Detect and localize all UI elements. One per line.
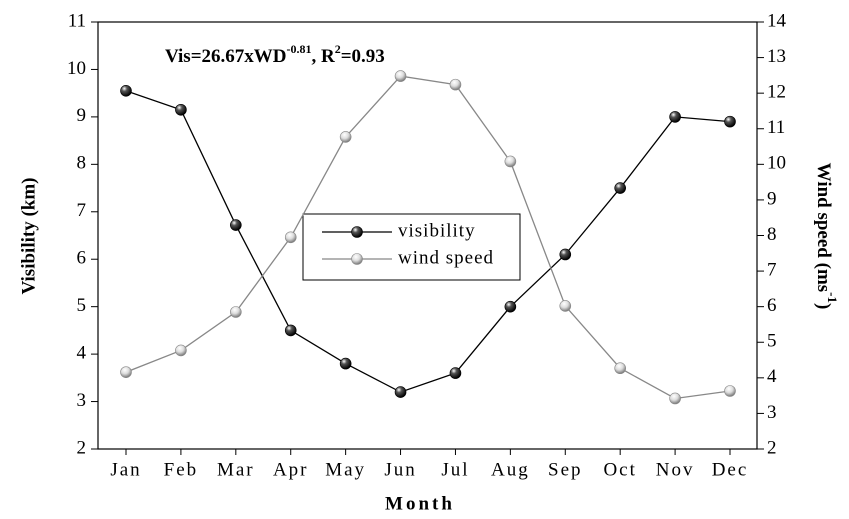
x-tick-label: Jun [384, 459, 416, 480]
x-tick-label: Mar [217, 459, 255, 480]
y2-axis-title: Wind speed (ms-1) [813, 163, 840, 310]
y2-title-text: Wind speed (ms [813, 163, 834, 293]
data-point [724, 115, 736, 128]
data-point [175, 103, 187, 116]
x-tick-label: Jul [441, 459, 469, 480]
annotation-sup: -0.81 [287, 42, 312, 56]
data-point [504, 300, 517, 313]
data-point [559, 248, 572, 261]
y2-tick-label: 5 [767, 331, 777, 352]
y-axis-title: Visibility (km) [18, 178, 39, 295]
x-tick-label: May [325, 459, 366, 480]
legend-marker [351, 226, 363, 238]
y2-tick-label: 7 [767, 259, 777, 280]
annotation-text: =0.93 [341, 46, 385, 67]
x-tick-label: Dec [712, 459, 749, 480]
y2-tick-label: 13 [767, 46, 786, 67]
y-tick-label: 11 [68, 10, 86, 31]
y-tick-label: 2 [77, 437, 87, 458]
series-line [125, 75, 731, 400]
y-tick-label: 7 [77, 200, 87, 221]
data-point [339, 357, 352, 370]
data-point [724, 385, 736, 397]
y-tick-label: 3 [77, 390, 87, 411]
y2-tick-label: 12 [767, 82, 786, 103]
data-point [504, 155, 517, 168]
data-point [120, 366, 132, 378]
x-tick-label: Oct [603, 459, 636, 480]
y-tick-label: 5 [77, 295, 87, 316]
data-point [449, 78, 462, 91]
y2-title-sup: -1 [825, 292, 840, 303]
y2-tick-label: 2 [767, 437, 777, 458]
x-tick-label: Feb [164, 459, 199, 480]
annotation-text: Vis=26.67xWD [165, 46, 287, 67]
y-tick-label: 10 [67, 58, 86, 79]
data-point [120, 84, 132, 97]
annotation: Vis=26.67xWD-0.81, R2=0.93 [165, 42, 385, 68]
data-point [449, 367, 462, 379]
y2-tick-label: 9 [767, 188, 777, 209]
data-point [614, 362, 626, 375]
y2-tick-label: 10 [767, 153, 786, 174]
x-tick-label: Aug [491, 459, 530, 480]
legend-label: wind speed [398, 247, 494, 268]
y-tick-label: 9 [77, 105, 87, 126]
legend-box [302, 213, 521, 281]
x-tick-label: Apr [273, 459, 309, 480]
x-axis-title: Month [385, 493, 455, 514]
y2-tick-label: 6 [767, 295, 777, 316]
data-point [669, 111, 681, 123]
y2-tick-label: 3 [767, 402, 777, 423]
data-point [175, 344, 187, 357]
data-point [394, 70, 407, 82]
x-tick-label: Jan [110, 459, 141, 480]
data-point [230, 219, 242, 231]
y-tick-label: 8 [77, 153, 87, 174]
y-tick-label: 6 [77, 248, 87, 269]
x-tick-label: Nov [656, 459, 695, 480]
series-line [125, 90, 731, 393]
data-point [339, 131, 352, 143]
data-point [669, 392, 681, 405]
data-point [614, 182, 626, 194]
annotation-text: , R [312, 46, 336, 67]
y2-tick-label: 14 [767, 10, 787, 31]
x-tick-label: Sep [548, 459, 583, 480]
y2-tick-label: 4 [767, 366, 777, 387]
legend-label: visibility [398, 220, 476, 241]
y2-tick-label: 11 [767, 117, 785, 138]
y-tick-label: 4 [77, 342, 87, 363]
data-point [559, 300, 572, 312]
annotation-sup: 2 [335, 42, 341, 56]
data-point [230, 306, 242, 318]
data-point [394, 386, 407, 398]
data-point [284, 231, 297, 244]
legend-marker [351, 253, 363, 265]
y2-tick-label: 8 [767, 224, 777, 245]
y2-title-text: ) [813, 303, 834, 309]
data-point [284, 324, 297, 337]
